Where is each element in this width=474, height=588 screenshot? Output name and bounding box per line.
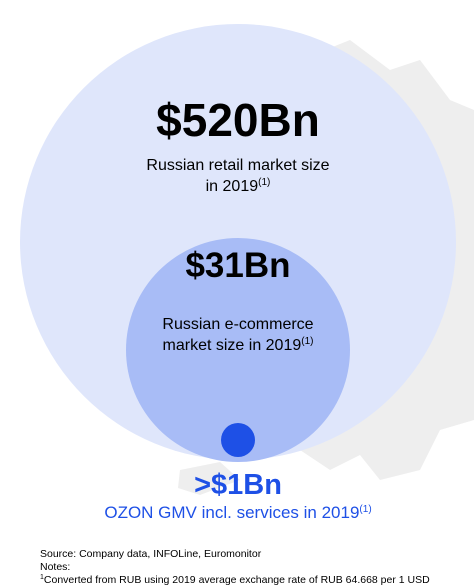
ecommerce-caption-text: market size in 2019	[163, 337, 302, 354]
note-marker: 1	[40, 574, 44, 581]
ozon-caption: OZON GMV incl. services in 2019(1)	[104, 503, 371, 522]
ecommerce-circle	[126, 238, 350, 462]
ecommerce-value: $31Bn	[185, 246, 290, 285]
retail-caption: Russian retail market size	[146, 157, 329, 174]
retail-value: $520Bn	[156, 94, 320, 146]
ozon-value: >$1Bn	[194, 469, 282, 501]
notes-label: Notes:	[40, 561, 70, 573]
ecommerce-caption: Russian e-commerce	[162, 316, 313, 333]
retail-caption: in 2019(1)	[206, 177, 271, 195]
ecommerce-caption: market size in 2019(1)	[163, 336, 314, 354]
ozon-dot	[221, 423, 255, 457]
ozon-caption-text: OZON GMV incl. services in 2019	[104, 503, 359, 522]
source: Source: Company data, INFOLine, Euromoni…	[40, 548, 262, 560]
note: 1Converted from RUB using 2019 average e…	[40, 574, 430, 586]
footnote-ref: (1)	[359, 504, 371, 515]
footnote-ref: (1)	[301, 336, 313, 347]
retail-caption-text: in 2019	[206, 178, 259, 195]
footnote-ref: (1)	[258, 177, 270, 188]
note-text: Converted from RUB using 2019 average ex…	[44, 574, 430, 586]
